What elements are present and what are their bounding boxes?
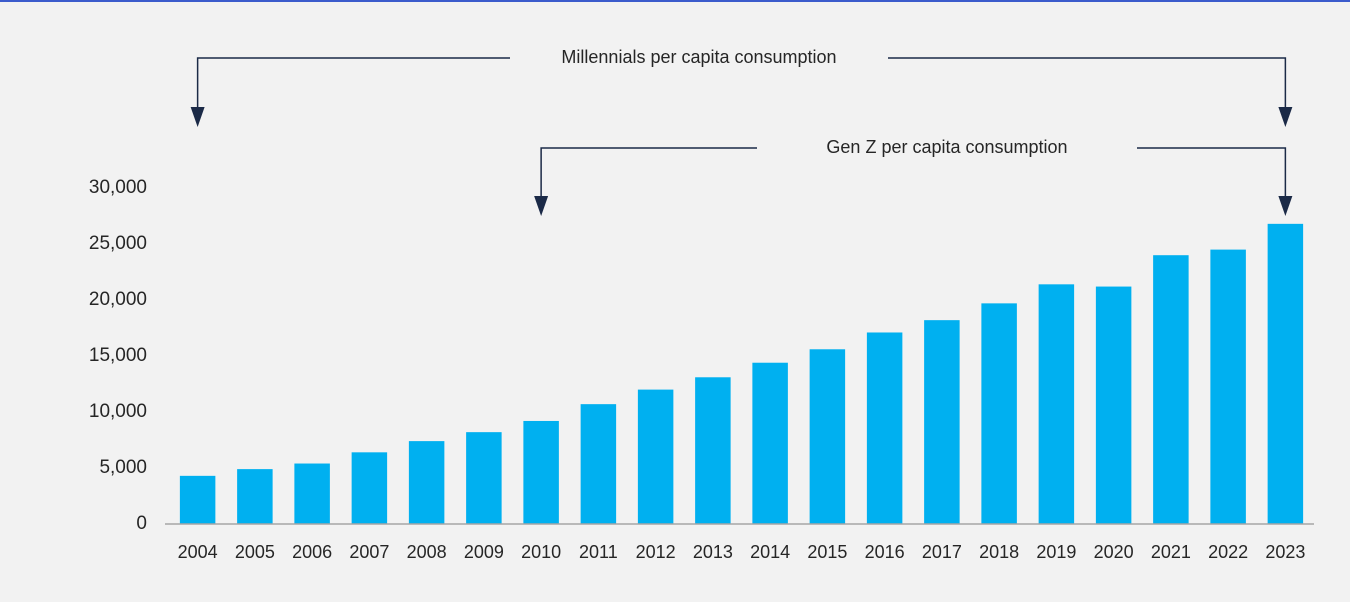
y-tick-label: 30,000 [89,177,147,198]
arrow-head [1278,107,1293,127]
x-tick-label: 2020 [1094,542,1134,562]
bracket-line [540,147,1287,196]
x-tick-label: 2014 [750,542,790,562]
x-tick-label: 2010 [521,542,561,562]
x-tick-label: 2006 [292,542,332,562]
x-tick-label: 2013 [693,542,733,562]
arrow-head [190,107,205,127]
bar [408,441,445,524]
bracket-line [196,57,1287,107]
bar [1038,284,1075,524]
bar [981,303,1017,524]
y-tick-label: 0 [136,513,147,534]
bar [1095,286,1132,524]
bar [809,349,846,524]
bar [466,432,502,524]
y-tick-label: 10,000 [89,401,147,422]
y-tick-label: 20,000 [89,289,147,310]
y-tick-label: 5,000 [99,457,147,478]
x-tick-label: 2011 [579,542,618,562]
y-tick-label: 25,000 [89,233,147,254]
x-tick-label: 2005 [235,542,275,562]
x-tick-label: 2016 [865,542,905,562]
bar [1153,255,1189,524]
bar [637,389,674,524]
bar [179,475,216,524]
y-tick-label: 15,000 [89,345,147,366]
annotation-label: Gen Z per capita consumption [826,137,1067,157]
bar [294,463,330,524]
annotation-label: Millennials per capita consumption [561,47,836,67]
x-tick-label: 2009 [464,542,504,562]
x-tick-label: 2012 [636,542,676,562]
x-tick-label: 2015 [807,542,847,562]
bar [1210,249,1246,524]
bar [580,404,617,524]
x-tick-label: 2004 [178,542,218,562]
x-tick-label: 2007 [349,542,389,562]
bar [695,377,731,524]
arrow-head [534,196,549,216]
bar [523,420,559,524]
top-border [0,0,1350,2]
x-tick-label: 2017 [922,542,962,562]
x-tick-label: 2023 [1265,542,1305,562]
x-tick-label: 2021 [1151,542,1191,562]
bar [351,452,388,524]
arrow-head [1278,196,1293,216]
x-tick-label: 2022 [1208,542,1248,562]
bar [237,469,273,524]
bar [1267,223,1304,524]
x-tick-label: 2008 [407,542,447,562]
x-tick-label: 2018 [979,542,1019,562]
x-tick-label: 2019 [1036,542,1076,562]
bar [866,332,903,524]
bar [752,362,788,524]
bar [924,320,960,524]
